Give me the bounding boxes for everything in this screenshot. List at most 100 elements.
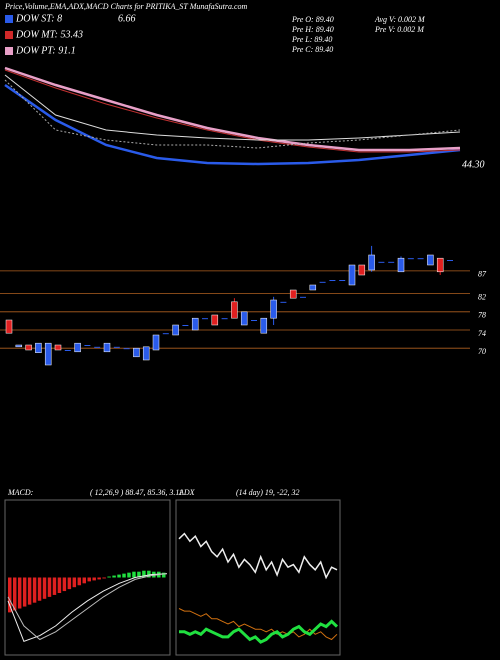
candle-body: [289, 289, 297, 299]
price-info: Pre C: 89.40: [291, 45, 333, 54]
series-line: [7, 573, 168, 641]
candle-body: [142, 346, 150, 361]
candle-body: [191, 317, 199, 331]
candle-body: [202, 318, 208, 320]
price-info: Pre H: 89.40: [291, 25, 334, 34]
candle-body: [329, 280, 336, 281]
histogram-bar: [77, 577, 82, 586]
histogram-bar: [127, 572, 131, 578]
legend-label: DOW PT: 91.1: [15, 45, 76, 56]
series-line: [178, 532, 338, 580]
candle-body: [309, 284, 317, 291]
histogram-bar: [162, 572, 166, 578]
series-line: [179, 619, 339, 644]
candle-body: [319, 281, 326, 283]
series-line: [4, 74, 461, 141]
volume-info: Pre V: 0.002 M: [374, 25, 425, 34]
candle-body: [251, 320, 257, 321]
histogram-bar: [97, 577, 101, 580]
candle-body: [172, 324, 179, 336]
series-line: [7, 573, 168, 643]
candle-body: [44, 342, 52, 366]
candle-body: [35, 342, 42, 353]
candle-body: [15, 344, 23, 348]
annotation: 44.30: [462, 159, 485, 170]
candle-body: [221, 318, 228, 320]
candle-body: [84, 345, 91, 346]
histogram-bar: [107, 576, 111, 578]
candle-body: [417, 258, 424, 260]
candle-body: [113, 346, 120, 348]
histogram-bar: [82, 577, 87, 584]
histogram-bar: [112, 575, 116, 578]
y-tick-label: 78: [478, 311, 486, 320]
st-value: 6.66: [118, 13, 136, 24]
histogram-bar: [47, 577, 52, 597]
legend-swatch: [5, 31, 13, 39]
candle-body: [407, 258, 414, 260]
panel-title: MACD:: [7, 488, 34, 497]
histogram-bar: [27, 577, 32, 605]
histogram-bar: [87, 577, 91, 582]
series-line: [4, 66, 461, 152]
price-info: Pre L: 89.40: [291, 35, 332, 44]
y-tick-label: 82: [478, 292, 486, 301]
histogram-bar: [132, 571, 136, 578]
candle-body: [123, 348, 130, 350]
candle-body: [447, 260, 453, 261]
candle-body: [211, 314, 219, 326]
histogram-bar: [22, 577, 27, 607]
series-line: [178, 608, 338, 641]
candle-body: [368, 254, 375, 271]
histogram-bar: [42, 577, 47, 599]
histogram-bar: [32, 577, 37, 603]
histogram-bar: [117, 574, 121, 578]
histogram-bar: [12, 577, 17, 611]
candle-body: [64, 350, 71, 351]
histogram-bar: [67, 577, 72, 590]
candle-body: [182, 325, 189, 326]
histogram-bar: [17, 577, 22, 609]
histogram-bar: [102, 577, 106, 579]
candle-body: [25, 344, 32, 351]
candle-body: [54, 344, 62, 351]
candle-body: [348, 264, 356, 286]
candle-body: [74, 342, 81, 353]
candle-body: [427, 254, 434, 266]
page-title: Price,Volume,EMA,ADX,MACD Charts for PRI…: [4, 2, 248, 11]
candle-body: [162, 333, 169, 335]
histogram-bar: [37, 577, 42, 601]
candle-body: [231, 301, 238, 319]
panel-subtitle: (14 day) 19, -22, 32: [236, 488, 300, 497]
candle-body: [133, 347, 140, 358]
histogram-bar: [142, 570, 146, 578]
series-line: [4, 79, 461, 149]
series-line: [4, 83, 461, 166]
candle-body: [94, 346, 101, 348]
histogram-bar: [8, 577, 12, 613]
y-tick-label: 74: [478, 329, 486, 338]
panel-frame: [4, 499, 171, 656]
histogram-bar: [122, 573, 126, 578]
series-line: [4, 69, 461, 153]
histogram-bar: [72, 577, 77, 588]
candle-body: [152, 334, 160, 351]
panel-title: ADX: [178, 488, 196, 497]
y-tick-label: 70: [478, 347, 486, 356]
candle-body: [300, 296, 306, 298]
y-tick-label: 87: [478, 270, 487, 279]
legend-label: DOW MT: 53.43: [15, 29, 83, 40]
candle-body: [397, 257, 405, 273]
candle-body: [270, 299, 277, 319]
candle-body: [378, 261, 385, 263]
histogram-bar: [92, 577, 96, 581]
candle-body: [388, 261, 395, 263]
candle-body: [5, 319, 13, 334]
panel-frame: [175, 499, 341, 656]
histogram-bar: [137, 571, 141, 578]
candle-body: [103, 342, 111, 353]
legend-swatch: [5, 15, 13, 23]
candle-body: [339, 280, 346, 281]
candle-body: [260, 317, 268, 334]
